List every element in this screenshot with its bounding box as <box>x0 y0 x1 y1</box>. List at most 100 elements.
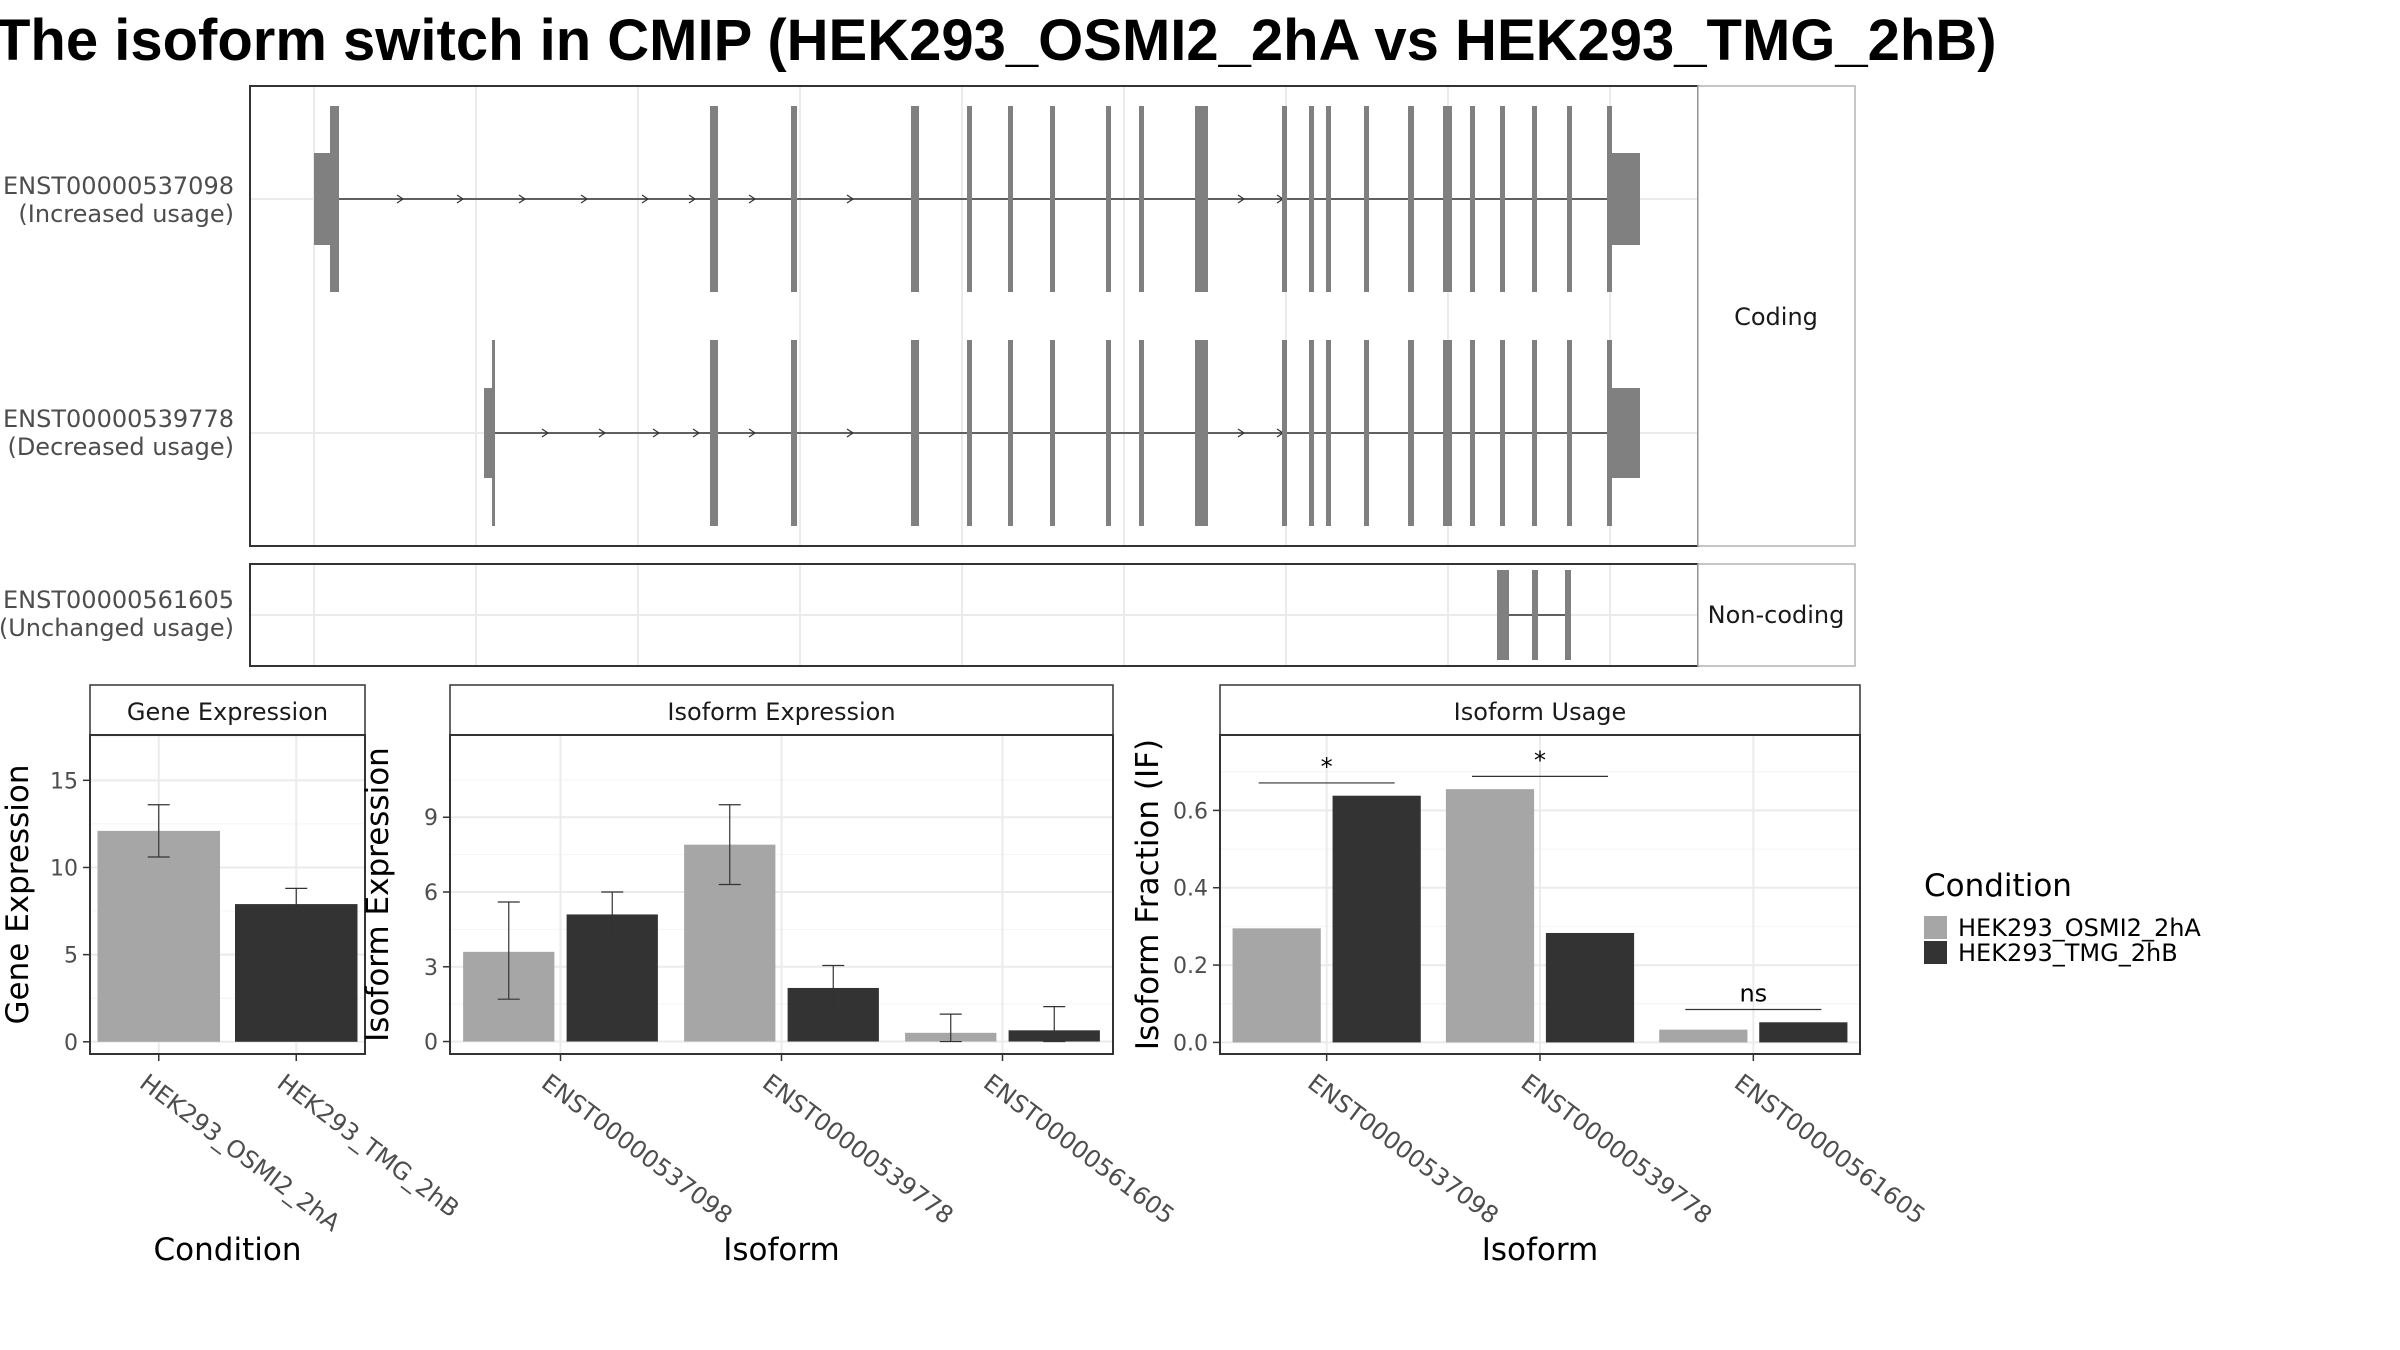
x-tick-label: ENST00000561605 <box>978 1068 1179 1229</box>
tx537098-exon <box>1408 106 1414 292</box>
y-axis-title: Isoform Fraction (IF) <box>1130 739 1166 1050</box>
tx537098-exon <box>1309 106 1314 292</box>
tx537098-exon <box>1607 106 1612 292</box>
tx539778-exon <box>1607 340 1612 526</box>
tx537098-exon <box>967 106 972 292</box>
y-tick-label: 15 <box>50 769 78 794</box>
tx539778-strand-arrow <box>748 428 757 438</box>
tx537098-exon <box>1567 106 1572 292</box>
significance-label: * <box>1321 753 1333 781</box>
legend: Condition HEK293_OSMI2_2hA HEK293_TMG_2h… <box>1924 868 2201 967</box>
tx561605-exon <box>1497 570 1509 660</box>
tx539778-exon <box>791 340 797 526</box>
tx537098-utr <box>1612 153 1640 245</box>
legend-swatch-tmg <box>1924 941 1947 964</box>
y-tick-label: 3 <box>424 956 438 981</box>
tx537098-exon <box>1139 106 1144 292</box>
tx537098-strand-arrow <box>396 194 405 204</box>
bar <box>1545 932 1635 1043</box>
tx539778-strand-arrow <box>846 428 855 438</box>
tx537098-exon <box>1106 106 1111 292</box>
x-axis-title: Isoform <box>723 1232 840 1268</box>
tx539778-exon <box>1282 340 1287 526</box>
transcript-structure: Coding Non-coding ENST00000537098 (Incre… <box>0 85 1856 667</box>
tx537098-exon <box>710 106 718 292</box>
isoform-label-539778: ENST00000539778 <box>3 405 234 433</box>
bar <box>1659 1029 1748 1043</box>
x-tick-label: ENST00000537098 <box>536 1068 737 1229</box>
isoform-usage-561605: (Unchanged usage) <box>0 614 234 642</box>
tx539778-exon <box>710 340 718 526</box>
x-tick-label: ENST00000539778 <box>757 1068 958 1229</box>
tx539778-utr <box>484 388 493 478</box>
tx539778-exon <box>1106 340 1111 526</box>
tx539778-exon <box>1326 340 1331 526</box>
tx537098-exon <box>1008 106 1013 292</box>
tx537098-exon <box>1050 106 1055 292</box>
bar <box>1232 928 1321 1043</box>
y-tick-label: 5 <box>64 944 78 969</box>
tx537098-exon <box>1364 106 1369 292</box>
x-axis-title: Isoform <box>1482 1232 1599 1268</box>
x-tick-label: ENST00000561605 <box>1729 1068 1930 1229</box>
x-tick-label: ENST00000537098 <box>1302 1068 1503 1229</box>
y-tick-label: 0 <box>424 1031 438 1056</box>
legend-swatch-osmi2 <box>1924 916 1947 939</box>
y-tick-label: 0.6 <box>1173 799 1208 824</box>
tx539778-exon <box>1500 340 1505 526</box>
tx539778-exon <box>1195 340 1208 526</box>
bar <box>1332 795 1421 1043</box>
tx539778-exon <box>1139 340 1144 526</box>
isoform-usage-panel: Isoform Usage * * ns 0.0 0.2 0.4 0.6 ENST0000053… <box>1130 684 1930 1268</box>
tx539778-exon <box>1364 340 1369 526</box>
panel-title: Isoform Expression <box>667 698 895 726</box>
tx537098-exon <box>911 106 919 292</box>
plot-frame <box>89 734 366 1055</box>
y-tick-label: 0.2 <box>1173 954 1208 979</box>
tx537098-strand-arrow <box>846 194 855 204</box>
y-tick-label: 10 <box>50 856 78 881</box>
tx539778-strand-arrow <box>598 428 607 438</box>
tx539778-exon <box>1309 340 1314 526</box>
tx537098-strand-arrow <box>1237 194 1246 204</box>
y-tick-label: 0 <box>64 1031 78 1056</box>
y-tick-label: 9 <box>424 806 438 831</box>
x-axis-title: Condition <box>154 1232 302 1268</box>
bar <box>1759 1022 1848 1043</box>
tx539778-strand-arrow <box>652 428 661 438</box>
tx561605-exon <box>1565 570 1571 660</box>
tx539778-exon <box>1408 340 1414 526</box>
panel-strip <box>1219 684 1861 736</box>
tx537098-utr <box>314 153 330 245</box>
tx537098-exon <box>1500 106 1505 292</box>
panel-strip <box>89 684 366 736</box>
isoform-usage-539778: (Decreased usage) <box>7 433 234 461</box>
significance-label: * <box>1534 746 1546 774</box>
tx539778-exon <box>1050 340 1055 526</box>
coding-strip-label: Coding <box>1734 303 1818 331</box>
y-tick-label: 0.4 <box>1173 877 1208 902</box>
legend-item-osmi2: HEK293_OSMI2_2hA <box>1958 914 2201 942</box>
noncoding-strip-label: Non-coding <box>1708 601 1845 629</box>
tx537098-exon <box>1532 106 1537 292</box>
tx539778-exon <box>492 340 495 526</box>
coding-strip <box>1697 85 1856 547</box>
panel-title: Isoform Usage <box>1454 698 1627 726</box>
tx537098-strand-arrow <box>688 194 697 204</box>
tx537098-strand-arrow <box>748 194 757 204</box>
tx537098-exon <box>1443 106 1452 292</box>
y-tick-label: 6 <box>424 881 438 906</box>
tx539778-strand-arrow <box>541 428 550 438</box>
tx537098-exon <box>1326 106 1331 292</box>
tx561605-exon <box>1532 570 1538 660</box>
isoform-label-561605: ENST00000561605 <box>3 586 234 614</box>
panel-title: Gene Expression <box>127 698 328 726</box>
y-axis-title: Gene Expression <box>0 765 36 1025</box>
noncoding-strip <box>1697 563 1856 667</box>
figure-title: The isoform switch in CMIP (HEK293_OSMI2… <box>0 8 1997 73</box>
bar <box>1445 789 1535 1043</box>
tx537098-strand-arrow <box>518 194 527 204</box>
x-tick-label: ENST00000539778 <box>1516 1068 1717 1229</box>
bar <box>235 904 358 1042</box>
